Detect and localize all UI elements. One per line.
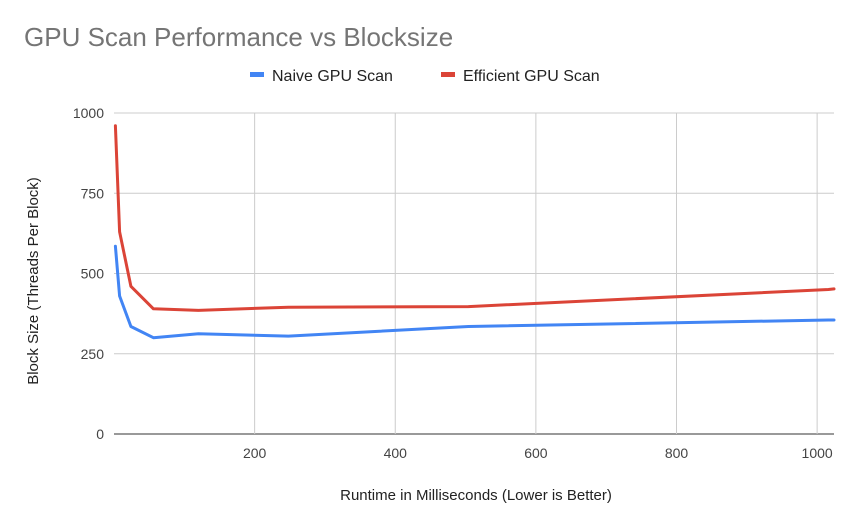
x-tick-label: 200 bbox=[243, 445, 267, 461]
series-line-naive bbox=[113, 244, 836, 340]
x-tick-label: 800 bbox=[665, 445, 689, 461]
y-tick-label: 750 bbox=[81, 185, 105, 201]
y-tick-label: 0 bbox=[96, 426, 104, 442]
y-tick-label: 500 bbox=[81, 266, 105, 282]
legend-swatch-efficient bbox=[441, 72, 455, 77]
gridlines bbox=[114, 112, 834, 435]
series-lines bbox=[113, 124, 836, 340]
legend-label-efficient: Efficient GPU Scan bbox=[463, 68, 600, 85]
chart-title: GPU Scan Performance vs Blocksize bbox=[24, 22, 453, 52]
x-axis-label: Runtime in Milliseconds (Lower is Better… bbox=[340, 487, 612, 504]
legend-swatch-naive bbox=[250, 72, 264, 77]
legend: Naive GPU Scan Efficient GPU Scan bbox=[250, 68, 600, 85]
y-tick-label: 1000 bbox=[73, 105, 104, 121]
y-axis-label: Block Size (Threads Per Block) bbox=[25, 177, 42, 385]
legend-label-naive: Naive GPU Scan bbox=[272, 68, 393, 85]
x-tick-label: 400 bbox=[384, 445, 408, 461]
x-tick-label: 600 bbox=[524, 445, 548, 461]
y-tick-label: 250 bbox=[81, 346, 105, 362]
series-line-efficient bbox=[113, 124, 836, 312]
tick-labels: 0 250 500 750 1000 200 400 600 800 1000 bbox=[73, 105, 833, 461]
x-tick-label: 1000 bbox=[802, 445, 833, 461]
